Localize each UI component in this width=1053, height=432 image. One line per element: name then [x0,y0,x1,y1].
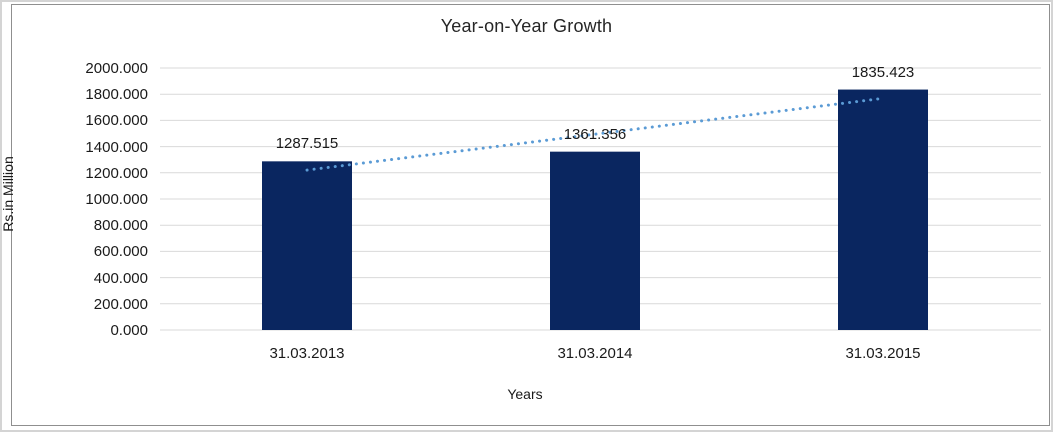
bar-31.03.2014 [550,151,640,330]
y-tick-label: 1400.000 [85,138,148,156]
bar-31.03.2013 [262,161,352,330]
y-tick-label: 1600.000 [85,112,148,130]
y-tick-label: 1000.000 [85,191,148,208]
y-tick-label: 600.000 [93,243,148,261]
y-axis-title: Rs.in Million [0,156,16,232]
data-label: 1287.515 [275,135,339,153]
bar-31.03.2015 [838,89,928,330]
x-category-label: 31.03.2015 [845,345,921,362]
data-label: 1361.356 [563,125,627,143]
x-axis-title: Years [507,386,543,402]
y-tick-label: 200.000 [93,295,148,313]
y-tick-label: 1200.000 [85,164,148,182]
data-label: 1835.423 [851,63,915,81]
y-tick-label: 800.000 [93,217,148,235]
y-tick-label: 400.000 [93,269,148,287]
y-tick-label: 1800.000 [85,86,148,104]
trendline-dotted [305,96,885,172]
x-category-label: 31.03.2013 [269,345,345,362]
x-category-label: 31.03.2014 [557,345,633,362]
y-tick-label: 2000.000 [85,60,148,77]
y-tick-label: 0.000 [110,322,148,339]
chart-title: Year-on-Year Growth [440,16,613,36]
